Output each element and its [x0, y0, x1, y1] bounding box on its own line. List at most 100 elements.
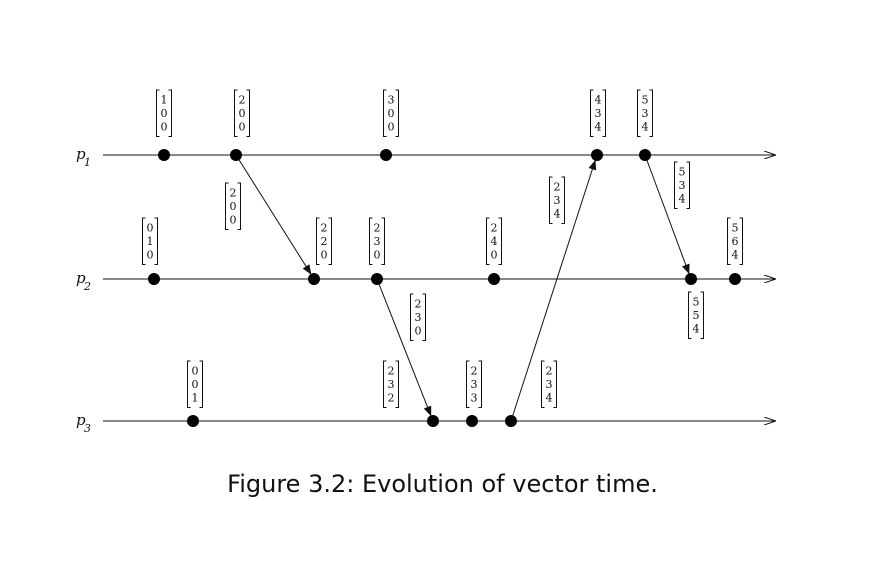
vector-left-bracket	[674, 161, 678, 209]
message-timestamp-e34-e14: 234	[549, 176, 565, 224]
event-timestamp-e23: 230	[369, 217, 385, 265]
vector-component: 5	[679, 166, 686, 179]
vector-component: 0	[161, 107, 168, 120]
process-label-p3: p	[76, 411, 86, 429]
event-dot-e13	[380, 149, 392, 161]
message-timestamp-e15-e25: 534	[674, 161, 690, 209]
vector-component: 0	[388, 107, 395, 120]
event-dot-e31	[187, 415, 199, 427]
event-timestamp-e33: 233	[466, 360, 482, 408]
message-arrow-e34-e14	[510, 159, 597, 422]
vector-component: 0	[192, 365, 199, 378]
events: 1002003004345340102202302405545640012322…	[142, 89, 743, 427]
vector-left-bracket	[688, 291, 692, 339]
vector-component: 3	[471, 392, 478, 405]
vector-component: 2	[554, 181, 561, 194]
vector-component: 2	[471, 365, 478, 378]
vector-left-bracket	[142, 217, 146, 265]
event-dot-e24	[488, 273, 500, 285]
event-timestamp-e24: 240	[486, 217, 502, 265]
vector-component: 2	[388, 392, 395, 405]
vector-component: 0	[161, 121, 168, 134]
event-dot-e21	[148, 273, 160, 285]
event-dot-e12	[230, 149, 242, 161]
vector-component: 0	[192, 378, 199, 391]
vector-component: 3	[388, 378, 395, 391]
vector-left-bracket	[187, 360, 191, 408]
process-label-p2: p	[76, 269, 86, 287]
event-timestamp-e12: 200	[234, 89, 250, 137]
vector-left-bracket	[727, 217, 731, 265]
vector-component: 3	[546, 378, 553, 391]
vector-component: 3	[595, 107, 602, 120]
event-timestamp-e32: 232	[383, 360, 399, 408]
vector-right-bracket	[168, 89, 172, 137]
vector-left-bracket	[225, 182, 229, 230]
event-timestamp-e34: 234	[541, 360, 557, 408]
event-timestamp-e26: 564	[727, 217, 743, 265]
vector-component: 4	[732, 249, 739, 262]
vector-component: 4	[693, 323, 700, 336]
vector-right-bracket	[422, 293, 426, 341]
vector-right-bracket	[154, 217, 158, 265]
message-timestamp-e12-e22: 200	[225, 182, 241, 230]
vector-left-bracket	[234, 89, 238, 137]
vector-component: 2	[415, 298, 422, 311]
event-dot-e22	[308, 273, 320, 285]
vector-component: 3	[679, 179, 686, 192]
event-timestamp-e22: 220	[316, 217, 332, 265]
vector-left-bracket	[369, 217, 373, 265]
vector-component: 1	[147, 235, 154, 248]
vector-left-bracket	[383, 89, 387, 137]
vector-component: 2	[230, 187, 237, 200]
vector-right-bracket	[478, 360, 482, 408]
vector-component: 2	[491, 222, 498, 235]
vector-left-bracket	[156, 89, 160, 137]
vector-right-bracket	[561, 176, 565, 224]
vector-left-bracket	[486, 217, 490, 265]
event-dot-e25	[685, 273, 697, 285]
vector-right-bracket	[602, 89, 606, 137]
vector-component: 2	[388, 365, 395, 378]
vector-component: 2	[374, 222, 381, 235]
vector-component: 0	[239, 121, 246, 134]
vector-component: 6	[732, 235, 739, 248]
vector-component: 5	[693, 309, 700, 322]
vector-component: 0	[147, 249, 154, 262]
vector-component: 4	[595, 94, 602, 107]
vector-right-bracket	[553, 360, 557, 408]
vector-left-bracket	[410, 293, 414, 341]
vector-left-bracket	[590, 89, 594, 137]
vector-component: 5	[642, 94, 649, 107]
event-dot-e26	[729, 273, 741, 285]
vector-left-bracket	[383, 360, 387, 408]
vector-component: 2	[321, 222, 328, 235]
vector-right-bracket	[246, 89, 250, 137]
vector-right-bracket	[395, 360, 399, 408]
vector-component: 0	[374, 249, 381, 262]
vector-component: 1	[161, 94, 168, 107]
event-timestamp-e11: 100	[156, 89, 172, 137]
vector-component: 3	[471, 378, 478, 391]
vector-component: 4	[491, 235, 498, 248]
message-arrow-e23-e32	[376, 278, 432, 417]
message-timestamp-e23-e32: 230	[410, 293, 426, 341]
vector-component: 0	[415, 325, 422, 338]
event-dot-e23	[371, 273, 383, 285]
vector-right-bracket	[381, 217, 385, 265]
vector-component: 2	[239, 94, 246, 107]
event-timestamp-e15: 534	[637, 89, 653, 137]
vector-component: 0	[321, 249, 328, 262]
event-dot-e15	[639, 149, 651, 161]
vector-component: 4	[546, 392, 553, 405]
vector-right-bracket	[395, 89, 399, 137]
vector-component: 0	[388, 121, 395, 134]
vector-right-bracket	[328, 217, 332, 265]
vector-component: 4	[554, 208, 561, 221]
vector-right-bracket	[649, 89, 653, 137]
vector-component: 2	[321, 235, 328, 248]
vector-component: 3	[415, 311, 422, 324]
